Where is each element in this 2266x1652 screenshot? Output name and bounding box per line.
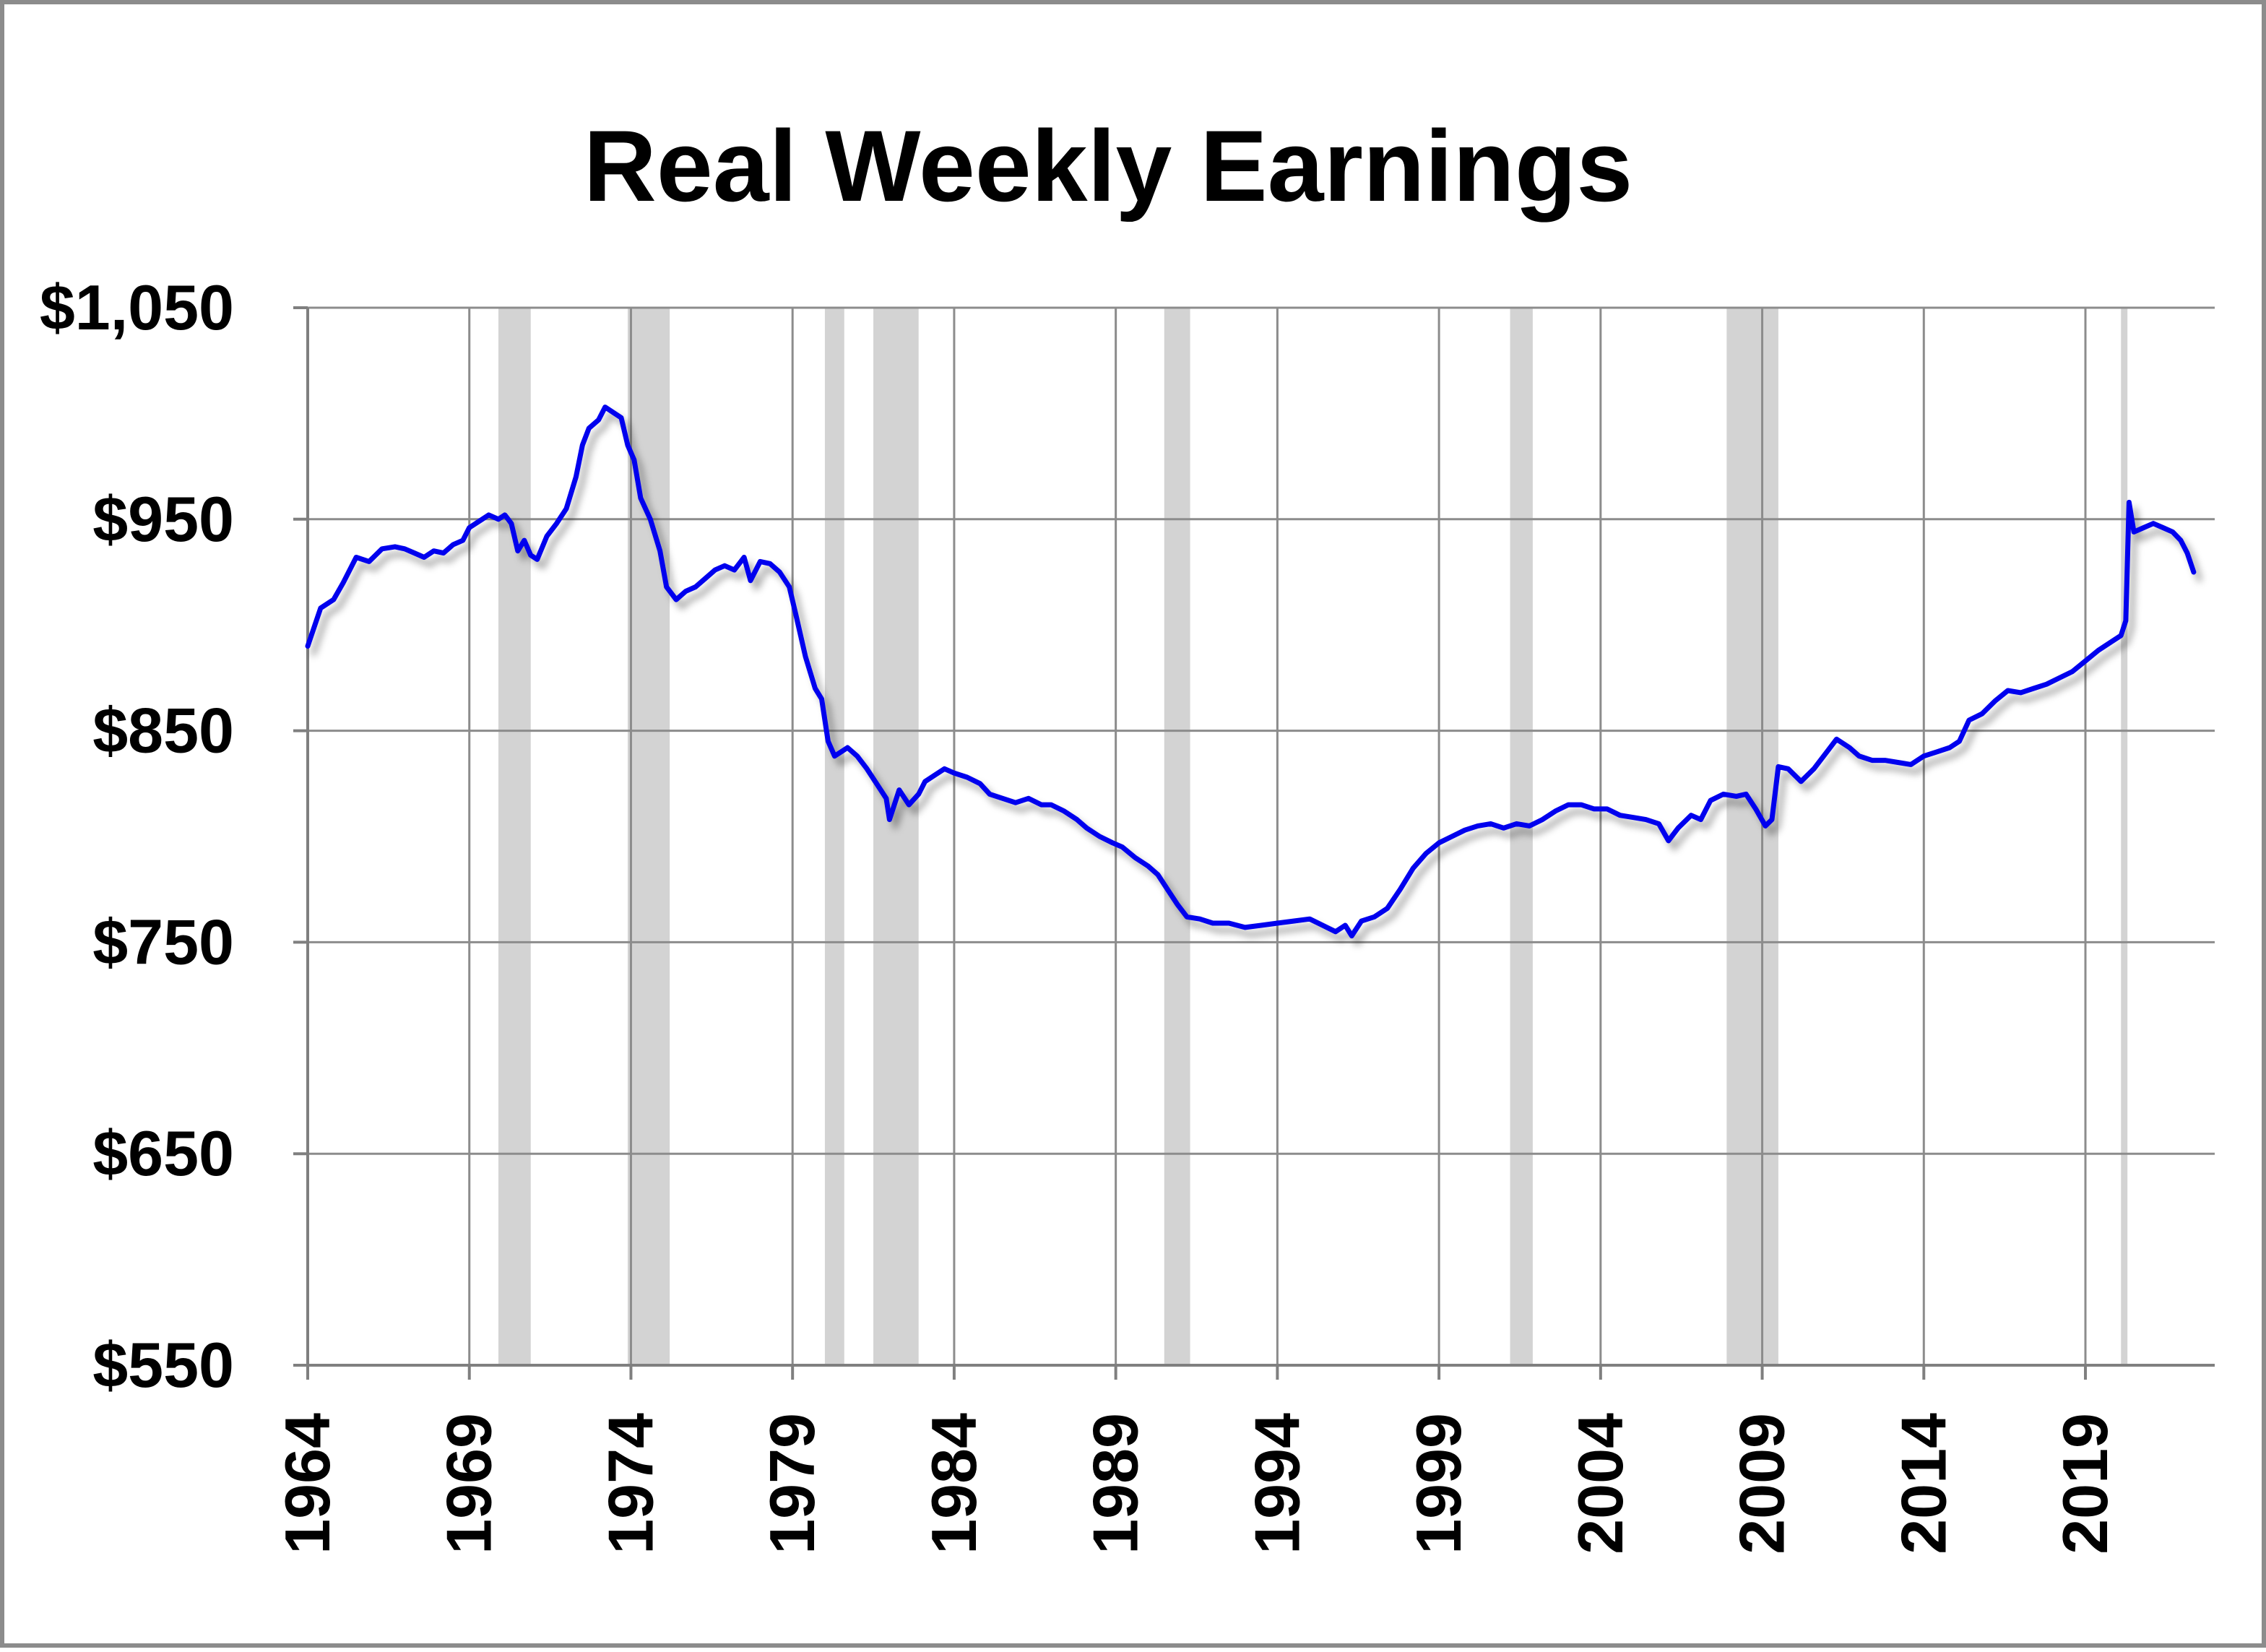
recession-band bbox=[873, 308, 919, 1365]
x-tick-label: 2009 bbox=[1726, 1413, 1798, 1554]
x-tick-label: 2004 bbox=[1565, 1413, 1636, 1554]
x-tick-label: 1969 bbox=[433, 1413, 505, 1554]
x-tick-label: 2014 bbox=[1887, 1413, 1959, 1554]
recession-band bbox=[824, 308, 844, 1365]
x-tick-label: 1964 bbox=[272, 1413, 343, 1554]
x-tick-label: 1979 bbox=[756, 1413, 828, 1554]
x-axis-tick-labels: 1964 1969 1974 1979 1984 1989 1994 1999 2004 2009… bbox=[272, 1413, 2121, 1554]
recession-band bbox=[627, 308, 670, 1365]
recession-band bbox=[1164, 308, 1190, 1365]
gridlines bbox=[306, 306, 2215, 1367]
axes bbox=[293, 306, 2215, 1380]
y-tick-label: $850 bbox=[92, 695, 234, 766]
x-tick-label: 1984 bbox=[918, 1413, 990, 1554]
series-layer bbox=[305, 405, 2197, 939]
y-tick-label: $550 bbox=[92, 1329, 234, 1401]
x-tick-label: 1974 bbox=[594, 1413, 666, 1554]
recession-band bbox=[1726, 308, 1778, 1365]
recession-band bbox=[1510, 308, 1533, 1365]
x-tick-label: 1994 bbox=[1241, 1413, 1313, 1554]
recession-band bbox=[498, 308, 531, 1365]
line-chart: Real Weekly Earnings $550 $650 $750 $850 $95… bbox=[40, 109, 2215, 1554]
series-line bbox=[305, 405, 2197, 939]
y-tick-label: $1,050 bbox=[40, 272, 234, 343]
x-tick-label: 1989 bbox=[1080, 1413, 1151, 1554]
y-axis-tick-labels: $550 $650 $750 $850 $950 $1,050 bbox=[40, 272, 234, 1401]
chart-title: Real Weekly Earnings bbox=[584, 109, 1633, 222]
x-tick-label: 1999 bbox=[1403, 1413, 1474, 1554]
y-tick-label: $950 bbox=[92, 483, 234, 555]
recession-bands bbox=[498, 308, 2128, 1365]
y-tick-label: $650 bbox=[92, 1117, 234, 1189]
x-tick-label: 2019 bbox=[2049, 1413, 2121, 1554]
y-tick-label: $750 bbox=[92, 906, 234, 977]
recession-band bbox=[2121, 308, 2128, 1365]
